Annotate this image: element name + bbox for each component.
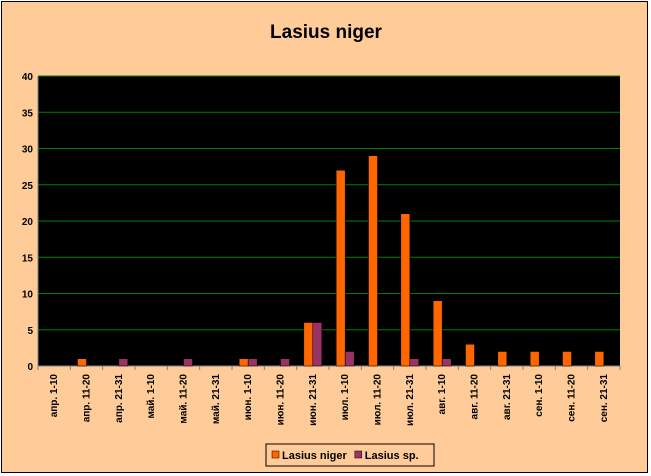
bar-lasius-niger: [497, 351, 508, 367]
x-tick-label: июл. 21-31: [405, 374, 416, 426]
legend-swatch: [271, 450, 280, 459]
x-tick-label: сен. 11-20: [567, 374, 578, 422]
bar-lasius-niger: [368, 155, 378, 367]
bar-lasius-niger: [594, 351, 605, 367]
bar-lasius-sp: [441, 358, 452, 367]
x-tick-label: авг. 21-31: [502, 374, 513, 420]
bar-lasius-niger: [562, 351, 572, 367]
y-tick-label: 40: [22, 72, 34, 83]
bar-lasius-niger: [238, 358, 249, 367]
x-tick-label: май. 11-20: [179, 374, 190, 424]
legend-box: [265, 443, 435, 467]
x-tick-label: июн. 1-10: [243, 374, 254, 421]
bar-lasius-niger: [432, 300, 443, 367]
x-tick-label: июн. 21-31: [308, 374, 319, 426]
y-tick-label: 25: [22, 181, 34, 192]
x-tick-label: авг. 11-20: [470, 374, 481, 420]
x-tick-label: сен. 1-10: [534, 374, 545, 417]
bar-lasius-niger: [465, 344, 475, 367]
y-tick-label: 10: [22, 290, 34, 301]
y-tick-label: 0: [27, 362, 33, 373]
y-tick-label: 5: [27, 326, 33, 337]
legend: Lasius niger Lasius sp.: [265, 443, 435, 467]
x-tick-label: май. 21-31: [211, 374, 222, 425]
x-tick-label: июн. 11-20: [276, 374, 287, 426]
x-tick-label: апр. 1-10: [49, 374, 60, 418]
x-tick-label: май. 1-10: [146, 374, 157, 419]
bar-lasius-sp: [344, 351, 355, 367]
x-tick-label: июл. 11-20: [373, 374, 384, 426]
bar-lasius-niger: [303, 322, 314, 367]
bar-lasius-niger: [77, 358, 87, 367]
bar-lasius-niger: [529, 351, 540, 367]
y-tick-label: 15: [22, 253, 34, 264]
bar-lasius-niger: [400, 213, 411, 367]
bar-lasius-sp: [118, 358, 129, 367]
bar-lasius-sp: [312, 322, 323, 367]
bar-lasius-sp: [183, 358, 193, 367]
bar-lasius-sp: [409, 358, 420, 367]
x-tick-label: авг. 1-10: [437, 374, 448, 415]
x-tick-label: июл. 1-10: [340, 374, 351, 421]
chart-title: Lasius niger: [270, 22, 383, 43]
x-tick-label: апр. 11-20: [82, 374, 93, 423]
y-tick-label: 35: [22, 108, 34, 119]
legend-label: Lasius sp.: [365, 450, 419, 462]
plot-area: 0 5 10 15 20 25 30 35 40 апр. 1-10 апр. 11-20 апр. …: [22, 72, 621, 426]
bar-lasius-sp: [247, 358, 258, 367]
y-tick-label: 20: [22, 217, 34, 228]
bar-lasius-sp: [280, 358, 290, 367]
bar-lasius-niger: [335, 170, 346, 367]
y-tick-label: 30: [22, 145, 34, 156]
x-tick-label: сен. 21-31: [599, 374, 610, 423]
x-tick-label: апр. 21-31: [114, 374, 125, 423]
legend-label: Lasius niger: [282, 450, 348, 462]
legend-swatch: [354, 450, 363, 459]
